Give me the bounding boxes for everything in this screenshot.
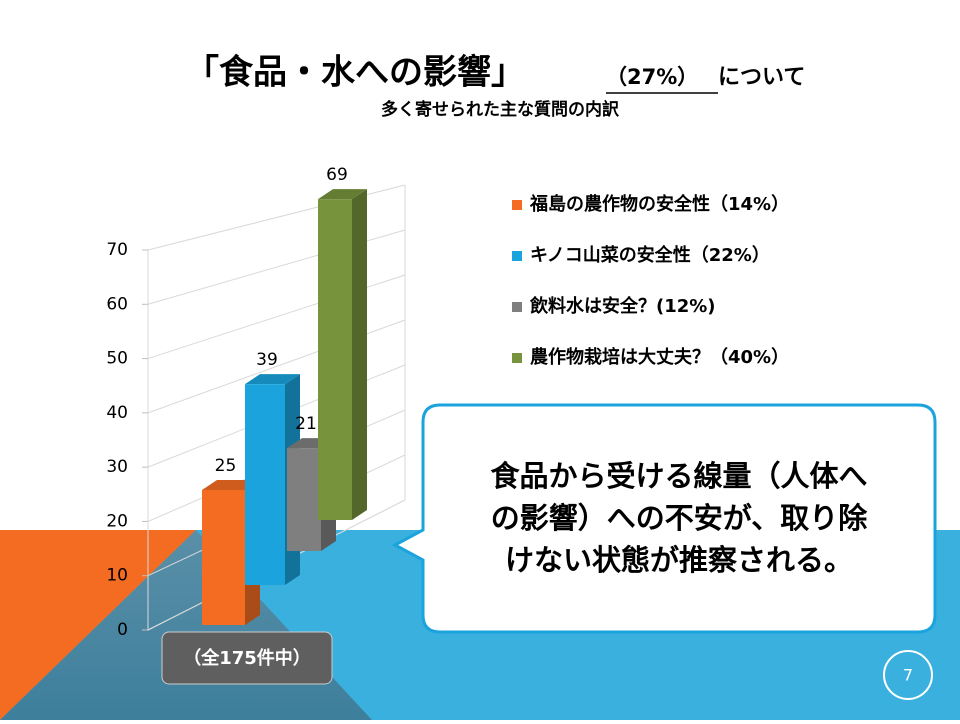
legend-label: 農作物栽培は大丈夫？（40%） (530, 346, 789, 368)
legend-label: 飲料水は安全？(12%) (529, 295, 716, 317)
y-tick-label: 20 (106, 511, 128, 531)
y-tick-label: 50 (106, 349, 128, 369)
data-label: 69 (326, 165, 348, 185)
page-circle (883, 650, 933, 700)
y-tick-label: 70 (106, 240, 128, 260)
y-tick-label: 40 (106, 403, 128, 423)
callout-line: 食品から受ける線量（人体へ (490, 459, 867, 493)
title-share: （27%） (606, 65, 698, 89)
title: 「食品・水への影響」 (185, 53, 525, 93)
legend-swatch (512, 251, 522, 261)
y-tick-label: 60 (106, 294, 128, 314)
legend-swatch (512, 302, 522, 312)
callout-line: の影響）への不安が、取り除 (491, 501, 868, 535)
bar-side (352, 189, 367, 520)
data-label: 21 (295, 414, 317, 434)
y-tick-label: 30 (106, 457, 128, 477)
legend-swatch (512, 200, 522, 210)
bar (245, 384, 285, 585)
total-box (161, 631, 333, 685)
legend-label: 福島の農作物の安全性（14%） (529, 193, 789, 215)
bar-top (318, 189, 367, 200)
callout-line: けない状態が推察される。 (505, 543, 853, 577)
bar (202, 490, 245, 625)
chart: 0 10 20 30 40 50 60 70 25 福島の農作物の安全性（14%） 39 キノコ山菜の… (106, 165, 789, 640)
legend-label: キノコ山菜の安全性（22%） (530, 244, 770, 266)
legend-swatch (512, 353, 522, 363)
subtitle: 多く寄せられた主な質問の内訳 (381, 99, 620, 120)
data-label: 39 (256, 350, 278, 370)
total-note: （全175件中） (183, 647, 311, 669)
bar (287, 448, 321, 551)
bar (318, 199, 352, 520)
bar-top (245, 374, 300, 385)
page-number: 7 (903, 666, 913, 685)
y-tick-label: 0 (117, 620, 128, 640)
title-suffix: について (718, 65, 805, 90)
callout-box (391, 403, 937, 634)
data-label: 25 (215, 456, 237, 476)
y-tick-label: 10 (106, 566, 128, 586)
